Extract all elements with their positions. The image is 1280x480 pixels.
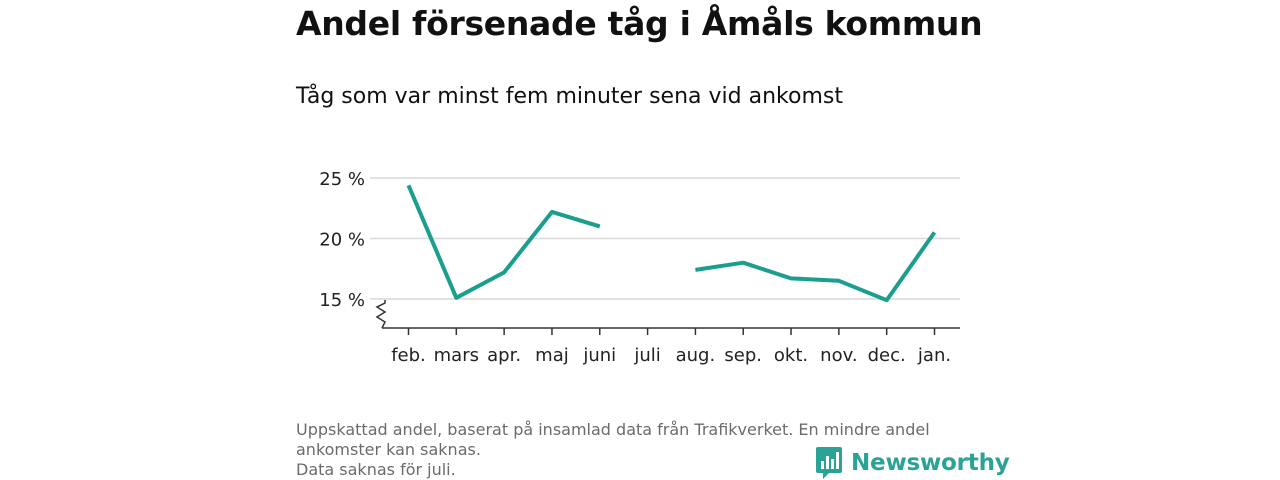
x-tick-label: mars (434, 345, 479, 366)
y-tick-label: 20 % (319, 229, 365, 250)
x-axis: feb. mars apr. maj juni juli aug. sep. okt. nov. d… (382, 327, 960, 366)
chart-subtitle: Tåg som var minst fem minuter sena vid a… (296, 84, 843, 109)
x-tick-label: juni (582, 345, 616, 366)
x-tick-label: aug. (676, 345, 716, 366)
x-tick-label: apr. (487, 345, 521, 366)
axis-break-icon (375, 300, 387, 329)
y-tick-label: 15 % (319, 290, 365, 311)
series-line (695, 231, 937, 303)
footnote-line-3: Data saknas för juli. (296, 460, 456, 479)
line-chart: 15 % 20 % 25 % feb. mars apr. maj juni juli aug.… (319, 169, 960, 366)
y-axis: 15 % 20 % 25 % (319, 169, 387, 329)
series-lines (406, 184, 937, 303)
x-tick-label: okt. (774, 345, 808, 366)
series-line (406, 184, 601, 300)
gridlines (370, 177, 960, 300)
brand-name: Newsworthy (851, 450, 1010, 476)
x-tick-label: maj (535, 345, 569, 366)
newsworthy-logo: Newsworthy (815, 446, 1010, 480)
x-tick-label: sep. (724, 345, 762, 366)
y-tick-label: 25 % (319, 169, 365, 190)
bar-chart-speech-bubble-icon (816, 447, 842, 479)
x-tick-label: jan. (917, 345, 951, 366)
chart-title: Andel försenade tåg i Åmåls kommun (296, 4, 983, 43)
chart-footnote: Uppskattad andel, baserat på insamlad da… (296, 420, 986, 480)
x-tick-label: juli (633, 345, 660, 366)
x-tick-label: dec. (868, 345, 906, 366)
footnote-line-2: ankomster kan saknas. (296, 440, 481, 459)
x-tick-label: feb. (391, 345, 426, 366)
footnote-line-1: Uppskattad andel, baserat på insamlad da… (296, 420, 930, 439)
x-tick-label: nov. (820, 345, 857, 366)
